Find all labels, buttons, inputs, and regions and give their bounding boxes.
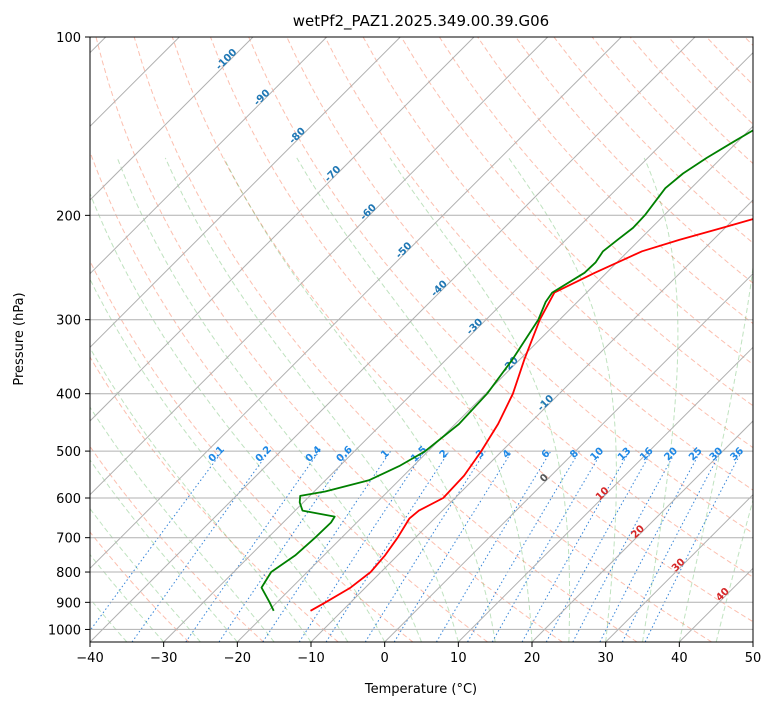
isotherm-gridline — [605, 493, 753, 642]
isotherm-gridline — [90, 37, 401, 349]
isotherm-gridline — [90, 37, 696, 642]
y-tick-label: 400 — [56, 388, 81, 403]
dewpoint-profile-line — [260, 129, 753, 612]
y-tick-label: 200 — [56, 209, 81, 224]
profile-series — [260, 129, 753, 612]
x-tick-label: −20 — [224, 651, 251, 666]
y-tick-label: 500 — [56, 445, 81, 460]
mixing-ratio-line — [218, 450, 351, 642]
dry-adiabat-line — [210, 37, 753, 623]
mixing-ratio-line — [298, 450, 425, 642]
mixing-ratio-line — [325, 450, 450, 642]
mixing-ratio-line — [393, 450, 513, 642]
y-tick-label: 900 — [56, 596, 81, 611]
dry-adiabat-line — [324, 37, 753, 491]
x-tick-label: 30 — [597, 651, 614, 666]
dry-adiabat-line — [90, 356, 339, 642]
x-tick-label: 20 — [524, 651, 541, 666]
y-axis-ticks: 100 200 300 400 500 600 700 800 900 1000 — [48, 31, 90, 638]
isotherm-gridline — [163, 51, 753, 642]
plot-area: -100-90-80-70-60-50-40-30-20-10010203040… — [90, 37, 753, 642]
y-tick-label: 100 — [56, 31, 81, 46]
x-tick-label: −40 — [76, 651, 103, 666]
y-tick-label: 300 — [56, 314, 81, 329]
dry-adiabat-line — [400, 37, 753, 407]
dry-adiabat-line — [95, 37, 563, 642]
isotherm-gridline — [90, 37, 475, 422]
isotherm-gridline — [531, 420, 753, 642]
isotherm-gridline — [90, 37, 254, 201]
dry-adiabat-line — [133, 37, 638, 642]
mixing-ratio-line — [521, 450, 630, 642]
x-tick-label: −10 — [297, 651, 324, 666]
mixing-ratio-line — [545, 450, 653, 642]
plot-frame — [89, 36, 754, 643]
isotherm-gridline — [310, 199, 753, 642]
moist-adiabat-line — [90, 278, 349, 642]
mixing-ratio-line — [131, 450, 270, 642]
isotherm-gridline — [90, 37, 328, 275]
temperature-profile-line — [310, 218, 753, 612]
x-axis-ticks: −40 −30 −20 −10 0 10 20 30 40 50 — [76, 642, 761, 666]
y-axis-label: Pressure (hPa) — [12, 292, 27, 385]
x-tick-label: 10 — [450, 651, 467, 666]
y-tick-label: 600 — [56, 492, 81, 507]
isotherm-gridline — [457, 346, 753, 642]
y-tick-label: 800 — [56, 566, 81, 581]
x-tick-label: 40 — [671, 651, 688, 666]
isotherm-gridline — [384, 272, 753, 642]
dry-adiabat-line — [438, 37, 753, 366]
y-tick-label: 700 — [56, 532, 81, 547]
grid-lines — [90, 37, 753, 642]
dry-adiabat-line — [90, 150, 488, 642]
mixing-ratio-line — [90, 450, 223, 632]
x-tick-label: 50 — [745, 651, 762, 666]
isotherm-gridline — [90, 37, 622, 570]
x-axis-label: Temperature (°C) — [364, 682, 477, 697]
dry-adiabat-line — [515, 37, 753, 284]
y-tick-label: 1000 — [48, 623, 81, 638]
mixing-ratio-lines — [90, 450, 743, 642]
dry-adiabat-line — [171, 37, 712, 642]
dry-adiabat-line — [90, 531, 190, 642]
isotherm-gridline — [90, 37, 549, 496]
mixing-ratio-line — [644, 450, 743, 642]
mixing-ratio-line — [572, 450, 677, 642]
dry-adiabat-line — [90, 445, 264, 642]
moist-adiabat-line — [296, 157, 533, 642]
chart-title: wetPf2_PAZ1.2025.349.00.39.G06 — [293, 12, 549, 31]
mixing-ratio-line — [262, 450, 392, 642]
x-tick-label: 0 — [381, 651, 389, 666]
mixing-ratio-line — [185, 450, 320, 642]
dry-adiabat-line — [248, 37, 753, 578]
x-tick-label: −30 — [150, 651, 177, 666]
